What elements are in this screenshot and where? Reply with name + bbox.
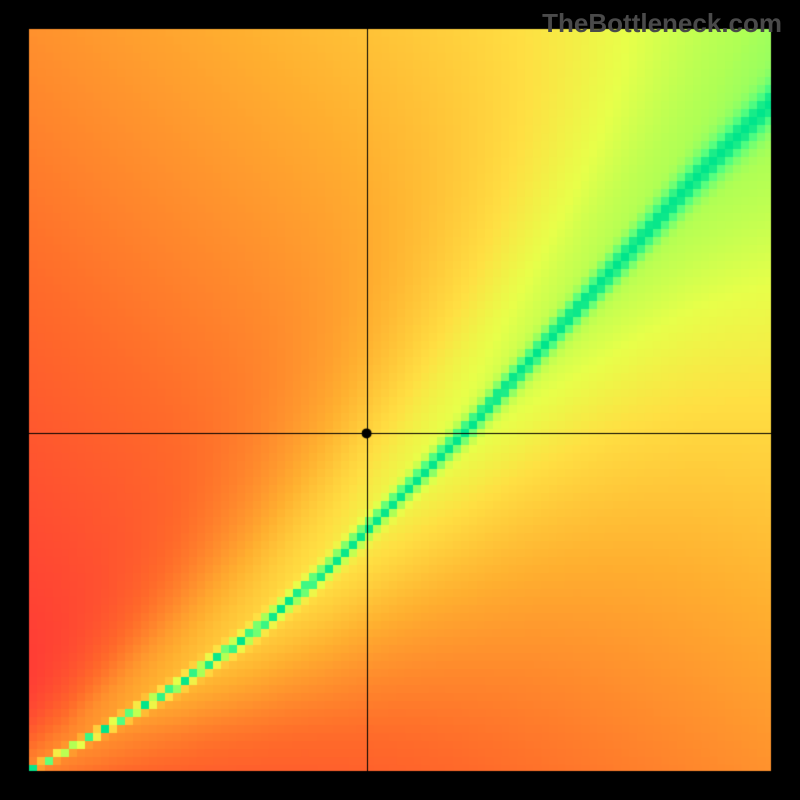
watermark-label: TheBottleneck.com <box>542 8 782 39</box>
heatmap-canvas <box>0 0 800 800</box>
chart-container: TheBottleneck.com <box>0 0 800 800</box>
